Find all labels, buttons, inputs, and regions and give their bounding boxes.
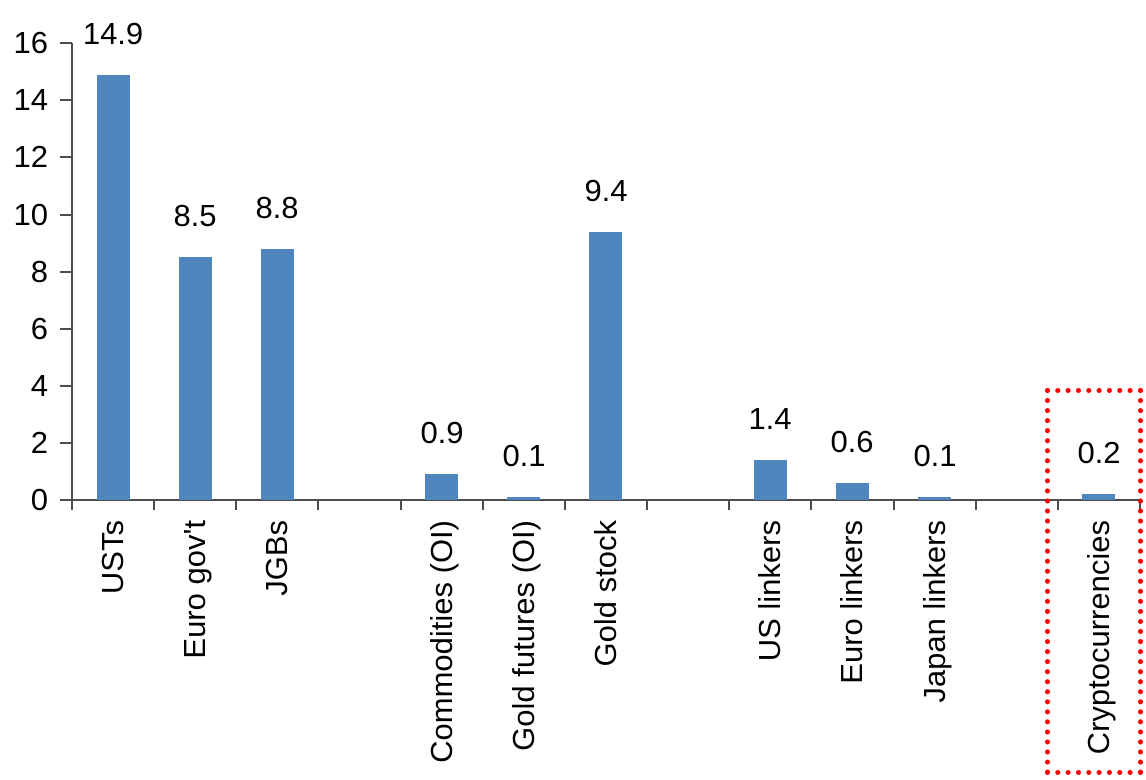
y-axis-tick-label: 16 [13, 25, 48, 60]
category-label-text: Commodities (OI) [424, 520, 459, 763]
y-axis-tick [60, 271, 72, 273]
x-axis-tick [235, 500, 237, 510]
bar-value-label-japan-linkers: 0.1 [913, 438, 957, 473]
x-axis-tick [317, 500, 319, 510]
bar-commodities-oi [425, 474, 458, 500]
category-label-text: Euro linkers [834, 520, 869, 684]
x-axis-tick [810, 500, 812, 510]
x-axis-tick [482, 500, 484, 510]
category-label-text: Gold futures (OI) [506, 520, 541, 751]
y-axis-tick [60, 214, 72, 216]
x-axis-tick [153, 500, 155, 510]
bar-japan-linkers [918, 497, 951, 500]
y-axis-tick-label: 8 [30, 254, 48, 289]
bar-value-label-euro-linkers: 0.6 [830, 424, 874, 459]
bar-euro-linkers [836, 483, 869, 500]
category-label-text: Euro gov't [177, 520, 212, 659]
y-axis-tick [60, 499, 72, 501]
bar-euro-gov-t [179, 257, 212, 500]
bar-us-linkers [754, 460, 787, 500]
x-axis-tick [564, 500, 566, 510]
x-axis-tick [400, 500, 402, 510]
bar-value-label-jgbs: 8.8 [255, 190, 299, 225]
category-label-text: US linkers [752, 520, 787, 662]
x-axis-line [71, 499, 1141, 501]
x-axis-tick [975, 500, 977, 510]
highlight-box-cryptocurrencies [1045, 388, 1143, 775]
y-axis-tick [60, 156, 72, 158]
x-axis-tick [728, 500, 730, 510]
bar-value-label-gold-stock: 9.4 [584, 173, 628, 208]
bar-gold-stock [589, 232, 622, 500]
y-axis-tick-label: 10 [13, 197, 48, 232]
y-axis-tick-label: 2 [30, 425, 48, 460]
bar-jgbs [261, 249, 294, 500]
bar-usts [97, 75, 130, 500]
bar-value-label-gold-futures-oi: 0.1 [502, 438, 546, 473]
bar-value-label-us-linkers: 1.4 [748, 401, 792, 436]
y-axis-tick-label: 0 [30, 482, 48, 517]
bar-value-label-commodities-oi: 0.9 [420, 415, 464, 450]
category-label-text: JGBs [259, 520, 294, 596]
y-axis-tick [60, 328, 72, 330]
x-axis-tick [893, 500, 895, 510]
category-label-text: USTs [95, 520, 130, 595]
y-axis-tick-label: 4 [30, 368, 48, 403]
y-axis-tick [60, 42, 72, 44]
y-axis-tick [60, 99, 72, 101]
bar-gold-futures-oi [507, 497, 540, 500]
y-axis-tick-label: 6 [30, 311, 48, 346]
y-axis-tick [60, 385, 72, 387]
bar-value-label-usts: 14.9 [82, 16, 144, 51]
y-axis-tick-label: 14 [13, 82, 48, 117]
y-axis-tick-label: 12 [13, 139, 48, 174]
x-axis-tick [1057, 500, 1059, 510]
category-label-text: Japan linkers [917, 520, 952, 703]
category-label-text: Gold stock [588, 520, 623, 667]
y-axis-line [71, 43, 73, 500]
bar-value-label-euro-gov-t: 8.5 [173, 198, 217, 233]
x-axis-tick [71, 500, 73, 510]
y-axis-tick [60, 442, 72, 444]
bar-value-label-cryptocurrencies: 0.2 [1077, 435, 1121, 470]
bar-cryptocurrencies [1082, 494, 1115, 500]
x-axis-tick [646, 500, 648, 510]
